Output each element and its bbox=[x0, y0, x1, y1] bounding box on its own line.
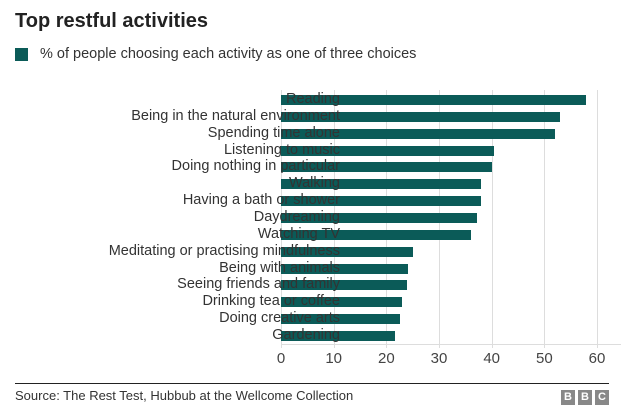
x-tick-label: 40 bbox=[483, 350, 500, 367]
chart-title: Top restful activities bbox=[15, 10, 209, 32]
category-label: Seeing friends and family bbox=[177, 276, 340, 293]
bar bbox=[281, 280, 408, 291]
bar bbox=[281, 330, 395, 341]
bar bbox=[281, 263, 409, 274]
legend: % of people choosing each activity as on… bbox=[15, 46, 416, 62]
gridline bbox=[544, 90, 546, 348]
category-label: Reading bbox=[285, 91, 340, 107]
category-label: Listening to music bbox=[223, 141, 340, 158]
bar bbox=[281, 111, 561, 122]
bar bbox=[281, 212, 478, 223]
category-label: Being with animals bbox=[219, 259, 340, 276]
source-note: Source: The Rest Test, Hubbub at the Wel… bbox=[15, 388, 354, 403]
x-tick-label: 0 bbox=[276, 350, 286, 367]
category-label: Daydreaming bbox=[253, 208, 340, 225]
bar bbox=[281, 246, 413, 257]
category-label: Doing nothing in particular bbox=[171, 158, 340, 175]
x-axis-line bbox=[281, 344, 621, 345]
bar bbox=[281, 162, 492, 173]
x-tick-label: 60 bbox=[588, 350, 606, 367]
category-label: Watching TV bbox=[257, 225, 340, 242]
bbc-logo: B B C bbox=[561, 390, 609, 405]
footer-divider bbox=[15, 383, 609, 384]
logo-letter: C bbox=[595, 390, 609, 405]
bar bbox=[281, 179, 482, 190]
legend-label: % of people choosing each activity as on… bbox=[40, 46, 417, 62]
x-tick-label: 30 bbox=[430, 350, 448, 367]
bar bbox=[281, 196, 482, 207]
gridline bbox=[597, 90, 598, 348]
category-label: Spending time alone bbox=[207, 124, 340, 141]
legend-swatch bbox=[15, 47, 28, 61]
plot-area: Reading Being in the natural environment S… bbox=[109, 90, 621, 348]
category-label: Being in the natural environment bbox=[131, 107, 340, 124]
category-label: Gardening bbox=[272, 326, 340, 343]
category-label: Having a bath or shower bbox=[182, 192, 340, 209]
bar bbox=[281, 145, 495, 156]
logo-letter: B bbox=[578, 390, 592, 405]
bar bbox=[281, 95, 587, 105]
x-tick-label: 10 bbox=[325, 350, 342, 367]
bar bbox=[281, 297, 403, 308]
category-label: Meditating or practising mindfulness bbox=[108, 242, 340, 259]
category-label: Walking bbox=[288, 175, 340, 192]
category-label: Drinking tea or coffee bbox=[202, 293, 340, 310]
bar bbox=[281, 128, 555, 139]
bar bbox=[281, 229, 471, 240]
category-label: Doing creative arts bbox=[219, 310, 340, 327]
x-tick-label: 50 bbox=[535, 350, 553, 367]
bar bbox=[281, 314, 400, 325]
gridline bbox=[491, 90, 493, 348]
logo-letter: B bbox=[561, 390, 575, 405]
x-tick-label: 20 bbox=[377, 350, 395, 367]
